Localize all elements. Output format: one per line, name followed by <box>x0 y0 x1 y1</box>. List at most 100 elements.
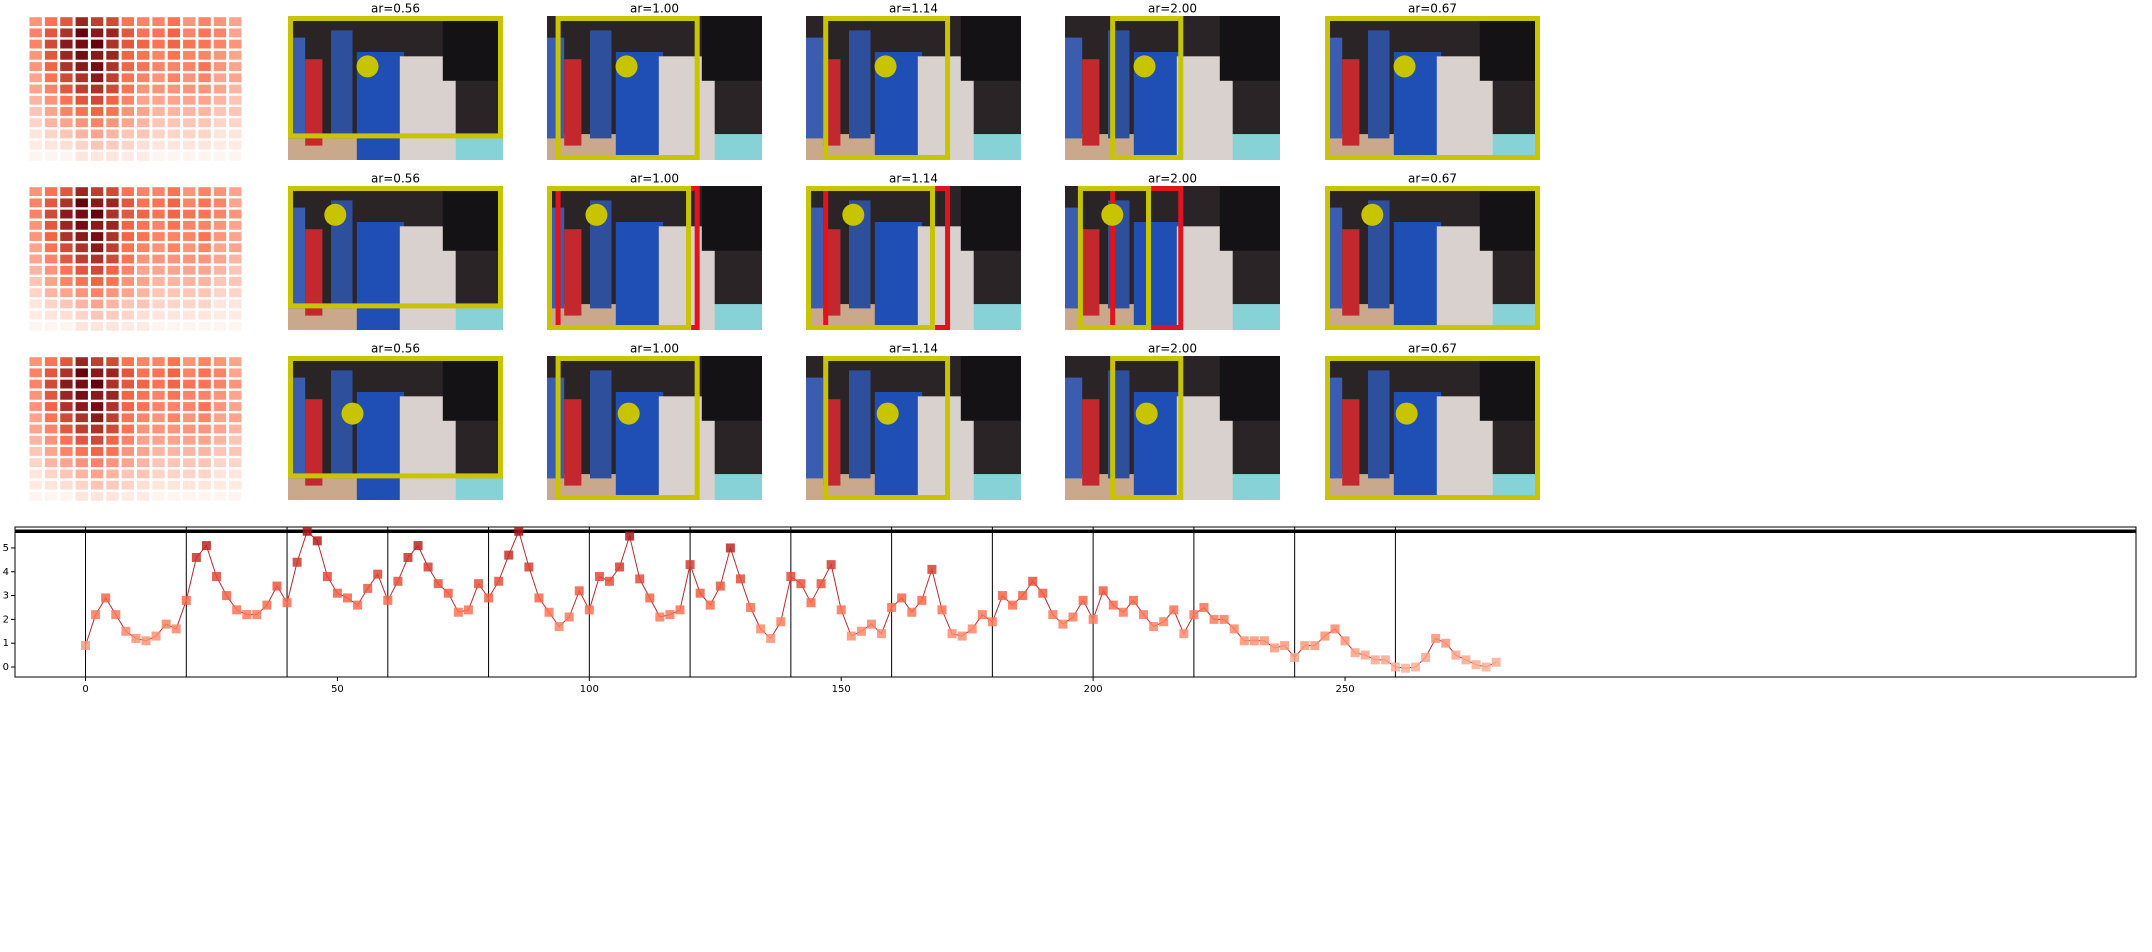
photo-person <box>806 37 824 139</box>
data-marker <box>554 622 564 632</box>
heatmap-cell <box>198 17 211 27</box>
heatmap-cell <box>60 187 73 197</box>
heatmap-cell <box>106 129 119 139</box>
heatmap-cell <box>106 62 119 71</box>
data-marker <box>463 605 473 615</box>
heatmap-cell <box>90 73 104 83</box>
heatmap-cell <box>121 198 134 208</box>
heatmap-cell <box>90 368 104 378</box>
data-marker <box>373 569 383 579</box>
data-marker <box>816 579 826 589</box>
photo-camera <box>1219 356 1280 421</box>
heatmap-cell <box>121 243 134 253</box>
data-marker <box>403 552 413 562</box>
data-marker <box>473 579 483 589</box>
heatmap-cell <box>90 129 104 139</box>
heatmap-cell <box>152 129 165 139</box>
heatmap-cell <box>183 310 196 320</box>
photo-camera <box>1219 16 1280 81</box>
photo-person <box>1342 59 1360 146</box>
heatmap-cell <box>106 39 119 49</box>
heatmap-cell <box>29 310 42 320</box>
heatmap-cell <box>198 39 211 49</box>
heatmap-cell <box>121 458 134 468</box>
heatmap-cell <box>44 424 58 434</box>
plot-frame <box>14 526 2137 678</box>
heatmap-cell <box>152 95 165 105</box>
heatmap-cell <box>44 368 58 378</box>
heatmap-cell <box>29 413 42 423</box>
data-marker <box>1330 624 1340 634</box>
heatmap-cell <box>229 50 242 60</box>
photo-camera <box>701 356 762 421</box>
heatmap-cell <box>167 390 181 400</box>
photo-person <box>1082 59 1100 146</box>
heatmap-cell <box>213 402 227 411</box>
heatmap-cell <box>137 321 150 331</box>
heatmap-cell <box>106 151 119 161</box>
data-marker <box>1068 612 1078 622</box>
heatmap-cell <box>60 28 73 38</box>
panel-title: ar=0.56 <box>371 2 420 16</box>
data-marker <box>1209 614 1219 624</box>
heatmap-cell <box>90 39 104 49</box>
heatmap-cell <box>121 435 134 445</box>
heatmap-cell <box>121 321 134 331</box>
heatmap-cell <box>183 435 196 445</box>
crop-box <box>1325 186 1540 330</box>
data-marker <box>735 574 745 584</box>
heatmap-cell <box>183 402 196 411</box>
panel-title: ar=1.14 <box>889 2 938 16</box>
heatmap-cell <box>60 129 73 139</box>
heatmap-cell <box>44 402 58 411</box>
photo-person <box>331 30 353 139</box>
data-marker <box>1058 619 1068 629</box>
data-marker <box>1340 636 1350 646</box>
heatmap-cell <box>60 413 73 423</box>
heatmap-cell <box>183 220 196 230</box>
heatmap-cell <box>152 84 165 94</box>
heatmap-cell <box>213 435 227 445</box>
heatmap-cell <box>183 39 196 49</box>
heatmap-cell <box>167 277 181 286</box>
data-marker <box>574 586 584 596</box>
heatmap-cell <box>229 491 242 501</box>
heatmap-cell <box>121 288 134 298</box>
heatmap-cell <box>152 480 165 490</box>
heatmap-cell <box>106 310 119 320</box>
heatmap-cell <box>229 73 242 83</box>
heatmap-cell <box>60 491 73 501</box>
heatmap-cell <box>75 390 88 400</box>
heatmap-cell <box>198 129 211 139</box>
photo-person <box>547 37 565 139</box>
data-marker <box>443 588 453 598</box>
heatmap-cell <box>167 187 181 197</box>
heatmap-cell <box>167 321 181 331</box>
photo-person <box>1342 229 1360 316</box>
x-tick-label: 250 <box>1335 684 1354 695</box>
focus-point <box>617 402 640 425</box>
heatmap-cell <box>106 390 119 400</box>
heatmap-cell <box>137 140 150 150</box>
heatmap-cell <box>121 491 134 501</box>
data-marker <box>1350 648 1360 658</box>
heatmap-cell <box>75 310 88 320</box>
photo-camera <box>442 356 503 421</box>
heatmap-cell <box>44 209 58 219</box>
photo-camera <box>960 16 1021 81</box>
heatmap-cell <box>137 198 150 208</box>
heatmap-cell <box>90 28 104 38</box>
heatmap-cell <box>229 118 242 128</box>
data-marker <box>1139 610 1149 620</box>
data-marker <box>1219 614 1229 624</box>
heatmap-cell <box>183 254 196 264</box>
data-marker <box>715 581 725 591</box>
focus-point <box>1135 402 1158 425</box>
data-marker <box>141 636 151 646</box>
heatmap-cell <box>29 107 42 116</box>
heatmap-cell <box>44 447 58 456</box>
heatmap-cell <box>60 198 73 208</box>
heatmap-cell <box>137 17 150 27</box>
heatmap-cell <box>121 118 134 128</box>
photo-person <box>1368 30 1390 139</box>
